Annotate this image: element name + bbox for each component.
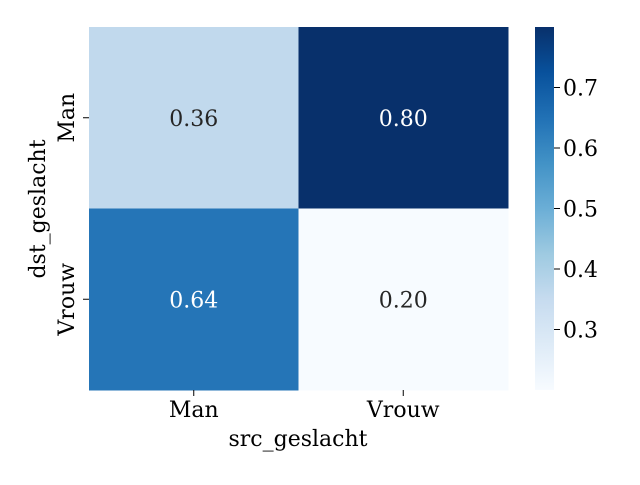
colorbar-tick-label: 0.4 [563, 258, 598, 283]
colorbar-tick-label: 0.7 [563, 77, 598, 102]
y-tick-label: Man [55, 93, 80, 143]
colorbar-tick-label: 0.5 [563, 198, 598, 223]
heatmap-cells [89, 27, 509, 391]
heatmap-cell [298, 208, 509, 391]
x-tick-label: Man [169, 398, 219, 423]
colorbar-tick-label: 0.3 [563, 319, 598, 344]
heatmap-cell [89, 27, 299, 209]
y-axis-label: dst_geslacht [26, 139, 51, 278]
y-axis: Man Vrouw [55, 93, 89, 337]
cell-value-label: 0.20 [379, 288, 428, 313]
cell-value-label: 0.64 [169, 288, 218, 313]
heatmap-cell [298, 27, 509, 209]
x-tick-label: Vrouw [366, 398, 440, 423]
x-axis-label: src_geslacht [228, 427, 367, 452]
colorbar-gradient [535, 27, 554, 390]
cell-value-label: 0.80 [379, 107, 428, 132]
cell-value-label: 0.36 [169, 107, 218, 132]
heatmap-cell [89, 208, 299, 391]
colorbar: 0.3 0.4 0.5 0.6 0.7 [535, 27, 598, 390]
y-tick-label: Vrouw [55, 263, 80, 337]
x-axis: Man Vrouw [169, 390, 440, 423]
colorbar-tick-label: 0.6 [563, 137, 598, 162]
heatmap-annotations: 0.36 0.80 0.64 0.20 [169, 107, 427, 314]
